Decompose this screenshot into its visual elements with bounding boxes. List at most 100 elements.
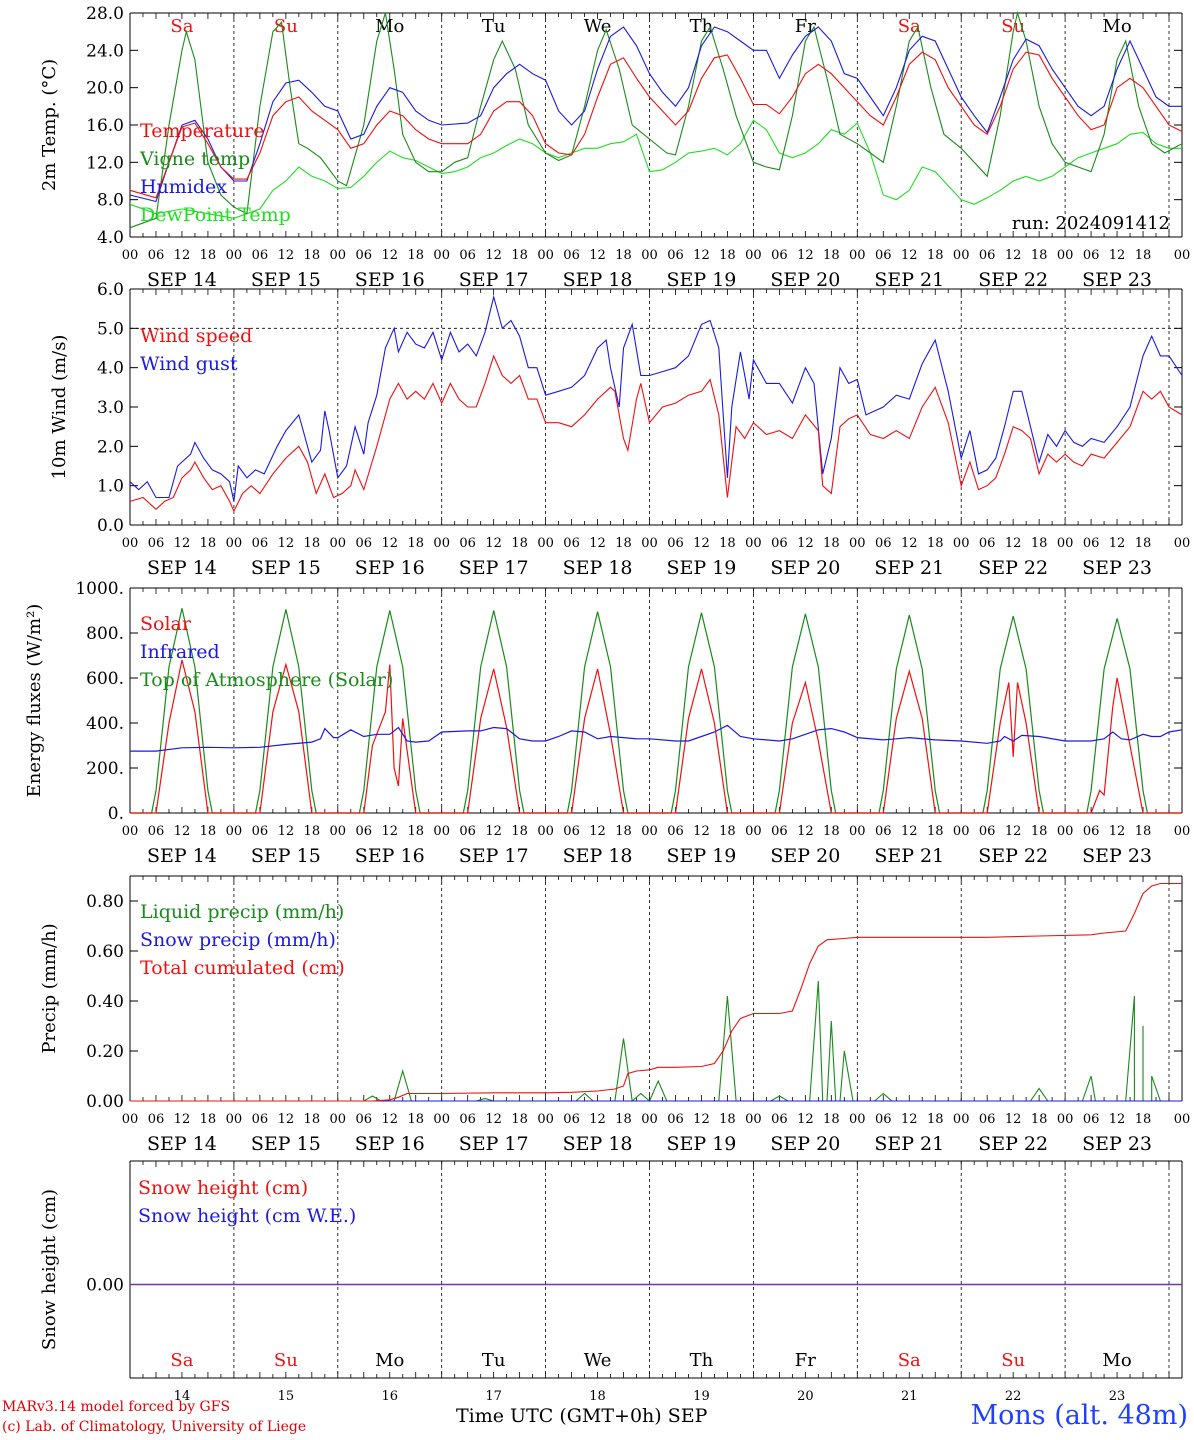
hour-label: 12 [485, 536, 502, 551]
day-number-label: 22 [1005, 1389, 1022, 1404]
hour-label: 12 [901, 824, 918, 839]
hour-label: 18 [615, 1112, 632, 1127]
hour-label: 18 [511, 1112, 528, 1127]
hour-label: 00 [433, 536, 450, 551]
date-label: SEP 22 [978, 1133, 1048, 1155]
legend-vigne-temp: Vigne temp [139, 148, 250, 170]
hour-label: 00 [330, 1112, 347, 1127]
hour-label: 12 [589, 824, 606, 839]
legend-liquid-precip-mm-h-: Liquid precip (mm/h) [140, 901, 344, 923]
hour-label: 18 [304, 248, 321, 263]
date-label: SEP 15 [251, 557, 321, 579]
hour-label: 00 [953, 248, 970, 263]
hour-label: 00 [641, 248, 658, 263]
date-label: SEP 18 [563, 845, 633, 867]
y-tick-label: 200. [86, 759, 124, 779]
hour-label: 06 [979, 536, 996, 551]
hour-label: 06 [771, 1112, 788, 1127]
hour-label: 18 [1031, 1112, 1048, 1127]
hour-label: 18 [719, 536, 736, 551]
series-line-dewpoint-temp [129, 119, 1182, 219]
hour-label: 18 [927, 1112, 944, 1127]
y-axis-label: Energy fluxes (W/m²) [24, 604, 45, 798]
legend-solar: Solar [140, 613, 192, 635]
hour-label: 18 [407, 824, 424, 839]
date-label: SEP 20 [770, 1133, 840, 1155]
date-label: SEP 14 [147, 845, 217, 867]
y-axis-label: Snow height (cm) [39, 1189, 60, 1350]
hour-label: 12 [901, 1112, 918, 1127]
hour-label: 18 [927, 248, 944, 263]
hour-label: 06 [875, 248, 892, 263]
hour-label: 06 [667, 248, 684, 263]
hour-label: 06 [459, 536, 476, 551]
weekday-label: Sa [898, 1350, 921, 1371]
hour-label: 12 [1005, 824, 1022, 839]
date-label: SEP 16 [355, 269, 425, 291]
weekday-label: Mo [1102, 1350, 1131, 1371]
y-tick-label: 3.0 [97, 398, 124, 418]
hour-label: 06 [563, 824, 580, 839]
series-line-wind-gust [129, 294, 1183, 502]
y-tick-label: 24.0 [86, 41, 124, 61]
date-label: SEP 19 [667, 1133, 737, 1155]
weekday-label: Mo [375, 1350, 404, 1371]
hour-label: 18 [200, 824, 217, 839]
date-label: SEP 20 [770, 557, 840, 579]
legend-snow-height-cm-: Snow height (cm) [138, 1177, 308, 1199]
weekday-label: Sa [898, 16, 921, 37]
y-tick-label: 8.0 [97, 191, 124, 211]
hour-label: 00 [330, 824, 347, 839]
hour-label: 00 [641, 536, 658, 551]
day-number-label: 16 [381, 1389, 398, 1404]
series-line-solar [130, 659, 1182, 814]
run-annotation: run: 2024091412 [1012, 213, 1170, 234]
time-axis-label: Time UTC (GMT+0h) [456, 1405, 662, 1427]
series-line-vigne-temp [129, 10, 1183, 229]
hour-label: 18 [1031, 824, 1048, 839]
hour-label: 00 [1057, 1112, 1074, 1127]
hour-label: 00 [537, 824, 554, 839]
hour-label: 18 [823, 1112, 840, 1127]
hour-label: 00 [849, 824, 866, 839]
hour-label: 12 [1005, 536, 1022, 551]
hour-label: 12 [1005, 1112, 1022, 1127]
hour-label: 12 [174, 824, 191, 839]
hour-label: 06 [1083, 1112, 1100, 1127]
hour-label: 00 [433, 1112, 450, 1127]
hour-label: 06 [979, 824, 996, 839]
date-label: SEP 23 [1082, 557, 1152, 579]
hour-label: 12 [1109, 536, 1126, 551]
hour-label: 06 [875, 1112, 892, 1127]
legend-snow-precip-mm-h-: Snow precip (mm/h) [140, 929, 336, 951]
hour-label: 06 [252, 248, 269, 263]
hour-label: 00 [745, 1112, 762, 1127]
hour-label: 00 [226, 824, 243, 839]
hour-label: 18 [1031, 248, 1048, 263]
hour-label: 00 [122, 824, 139, 839]
hour-label: 12 [901, 248, 918, 263]
hour-label: 18 [511, 536, 528, 551]
hour-label: 06 [459, 248, 476, 263]
date-label: SEP 18 [563, 1133, 633, 1155]
hour-label: 12 [901, 536, 918, 551]
hour-label: 06 [667, 1112, 684, 1127]
y-tick-label: 1000. [75, 579, 124, 599]
y-tick-label: 400. [86, 714, 124, 734]
hour-label: 18 [1135, 1112, 1152, 1127]
station-name: Mons (alt. 48m) [970, 1400, 1188, 1431]
hour-label: 18 [200, 536, 217, 551]
hour-label: 06 [356, 824, 373, 839]
y-tick-label: 0.40 [86, 992, 124, 1012]
weekday-label: Th [690, 1350, 714, 1371]
series-line-wind-speed [129, 354, 1183, 513]
y-axis-label: 2m Temp. (°C) [39, 59, 60, 191]
hour-label: 00 [1174, 248, 1191, 263]
date-label: SEP 23 [1082, 1133, 1152, 1155]
hour-label: 18 [511, 248, 528, 263]
hour-label: 06 [563, 248, 580, 263]
hour-label: 12 [693, 248, 710, 263]
weekday-label: Su [274, 16, 298, 37]
hour-label: 00 [122, 1112, 139, 1127]
series-line-humidex [129, 26, 1182, 203]
